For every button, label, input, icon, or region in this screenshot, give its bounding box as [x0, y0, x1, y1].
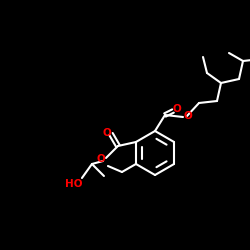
Text: HO: HO	[65, 179, 83, 189]
Text: O: O	[172, 104, 182, 114]
Text: O: O	[96, 154, 105, 164]
Text: O: O	[184, 111, 192, 121]
Text: O: O	[102, 128, 111, 138]
